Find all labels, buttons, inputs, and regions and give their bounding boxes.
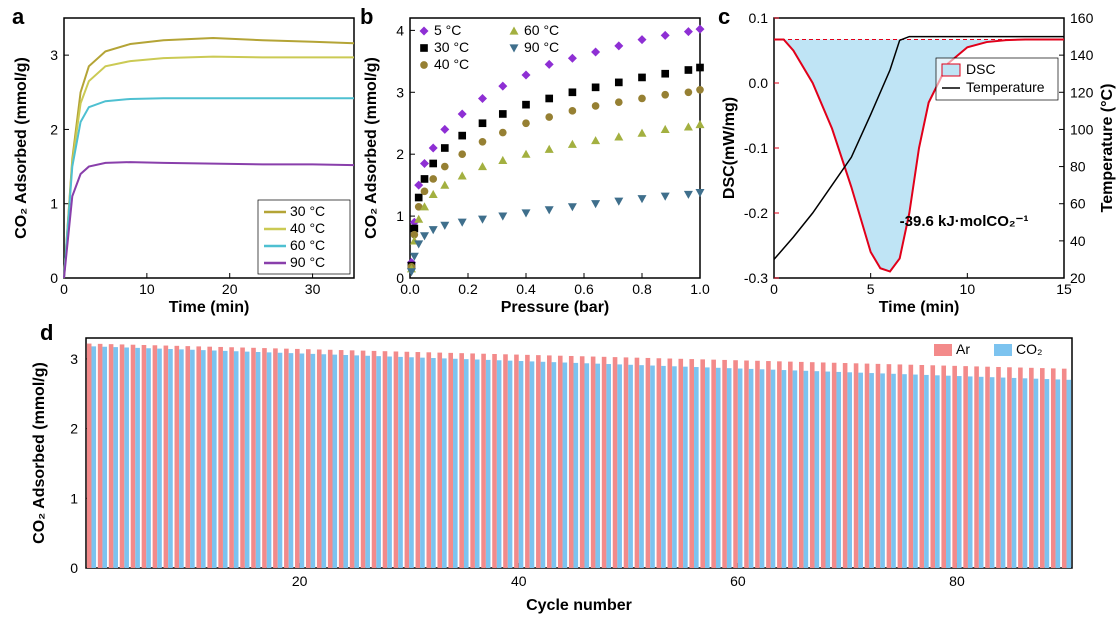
svg-text:60 °C: 60 °C	[524, 22, 559, 38]
svg-text:60 °C: 60 °C	[290, 237, 325, 253]
svg-text:20: 20	[222, 281, 238, 297]
svg-text:40 °C: 40 °C	[290, 220, 325, 236]
svg-text:0.4: 0.4	[516, 281, 536, 297]
svg-text:30: 30	[305, 281, 321, 297]
svg-text:2: 2	[50, 121, 58, 137]
svg-text:40: 40	[1070, 233, 1086, 249]
svg-text:0: 0	[70, 560, 78, 576]
svg-text:DSC(mW/mg): DSC(mW/mg)	[721, 97, 738, 199]
svg-text:160: 160	[1070, 10, 1094, 26]
svg-text:3: 3	[396, 84, 404, 100]
svg-text:30 °C: 30 °C	[290, 203, 325, 219]
panel-b-chart: 0.00.20.40.60.81.001234Pressure (bar)CO₂…	[356, 0, 728, 320]
svg-text:120: 120	[1070, 84, 1094, 100]
svg-text:Cycle number: Cycle number	[526, 597, 632, 614]
svg-text:-39.6 kJ·molCO₂⁻¹: -39.6 kJ·molCO₂⁻¹	[900, 213, 1029, 230]
svg-text:80: 80	[1070, 159, 1086, 175]
svg-text:0.8: 0.8	[632, 281, 652, 297]
figure: a b c d 01020300123Time (min)CO₂ Adsorbe…	[0, 0, 1116, 622]
svg-text:0.2: 0.2	[458, 281, 478, 297]
svg-text:90 °C: 90 °C	[290, 254, 325, 270]
svg-text:5 °C: 5 °C	[434, 22, 461, 38]
svg-text:CO₂ Adsorbed (mmol/g): CO₂ Adsorbed (mmol/g)	[363, 57, 380, 239]
svg-text:0: 0	[60, 281, 68, 297]
svg-text:20: 20	[1070, 270, 1086, 286]
svg-text:40 °C: 40 °C	[434, 56, 469, 72]
svg-text:CO₂ Adsorbed (mmol/g): CO₂ Adsorbed (mmol/g)	[31, 362, 48, 544]
panel-a-chart: 01020300123Time (min)CO₂ Adsorbed (mmol/…	[0, 0, 372, 320]
svg-text:3: 3	[70, 351, 78, 367]
svg-text:60: 60	[730, 573, 746, 589]
svg-text:3: 3	[50, 47, 58, 63]
svg-text:30 °C: 30 °C	[434, 39, 469, 55]
svg-text:0: 0	[396, 270, 404, 286]
svg-text:-0.3: -0.3	[744, 270, 768, 286]
svg-text:40: 40	[511, 573, 527, 589]
panel-d-chart: 20 40 60 80 0 1 2 3 Cycle number CO₂ Adsorbed (mm…	[0, 310, 1116, 622]
svg-text:90 °C: 90 °C	[524, 39, 559, 55]
svg-text:-0.1: -0.1	[744, 140, 768, 156]
svg-text:1: 1	[396, 208, 404, 224]
svg-text:0.0: 0.0	[749, 75, 769, 91]
svg-text:1: 1	[70, 490, 78, 506]
svg-text:80: 80	[949, 573, 965, 589]
svg-text:-0.2: -0.2	[744, 205, 768, 221]
svg-text:Temperature: Temperature	[966, 79, 1045, 95]
svg-text:10: 10	[139, 281, 155, 297]
svg-text:10: 10	[960, 281, 976, 297]
svg-text:CO₂: CO₂	[1016, 341, 1042, 357]
svg-text:1: 1	[50, 196, 58, 212]
svg-text:Temperature (°C): Temperature (°C)	[1099, 84, 1116, 213]
svg-text:20: 20	[292, 573, 308, 589]
panel-c-chart: 051015-0.3-0.2-0.10.00.12040608010012014…	[716, 0, 1116, 320]
svg-text:CO₂ Adsorbed (mmol/g): CO₂ Adsorbed (mmol/g)	[13, 57, 30, 239]
svg-text:2: 2	[396, 146, 404, 162]
svg-text:0.1: 0.1	[749, 10, 769, 26]
svg-text:5: 5	[867, 281, 875, 297]
svg-text:4: 4	[396, 22, 404, 38]
svg-text:0.6: 0.6	[574, 281, 594, 297]
svg-text:DSC: DSC	[966, 61, 996, 77]
svg-text:1.0: 1.0	[690, 281, 710, 297]
svg-text:2: 2	[70, 421, 78, 437]
svg-text:Ar: Ar	[956, 341, 970, 357]
svg-text:60: 60	[1070, 196, 1086, 212]
svg-text:0: 0	[50, 270, 58, 286]
svg-text:140: 140	[1070, 47, 1094, 63]
svg-text:100: 100	[1070, 121, 1094, 137]
svg-text:0: 0	[770, 281, 778, 297]
